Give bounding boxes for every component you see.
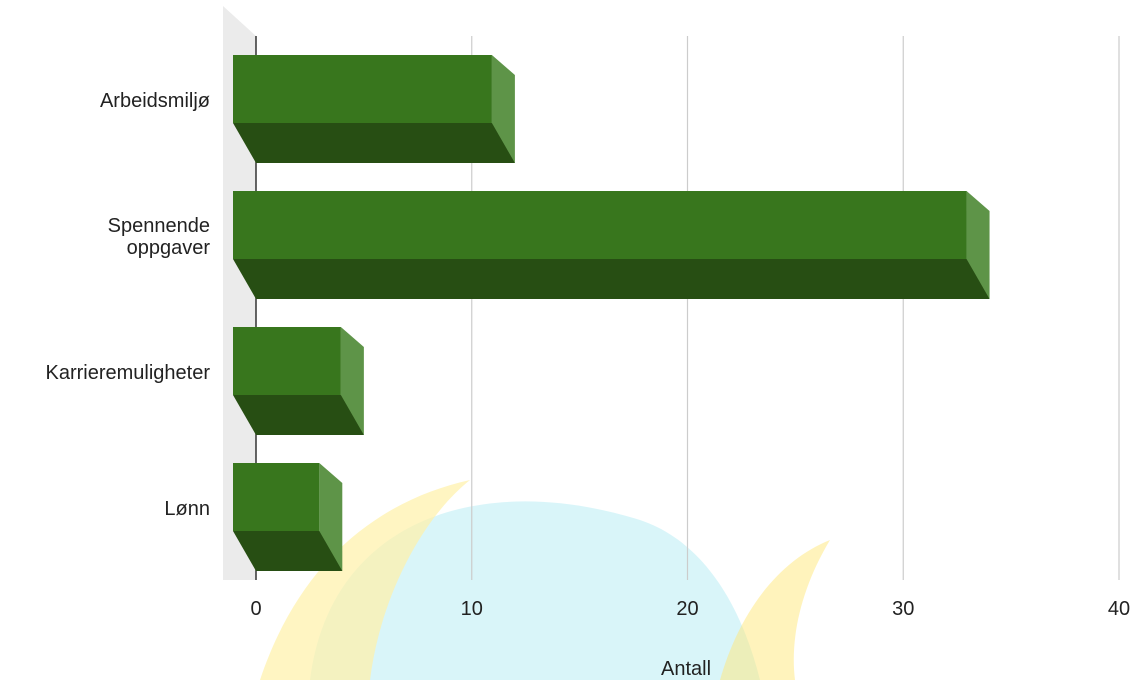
bars	[233, 55, 990, 571]
bar-bottom-face	[233, 531, 343, 571]
category-label: Karrieremuligheter	[45, 362, 210, 384]
bar	[233, 55, 515, 163]
category-label: Lønn	[164, 498, 210, 520]
watermark-swoosh-blue	[310, 501, 760, 680]
x-tick-label: 40	[1108, 598, 1130, 620]
bar	[233, 191, 990, 299]
x-tick-label: 0	[250, 598, 261, 620]
watermark-logo	[260, 480, 830, 680]
bar	[233, 463, 343, 571]
bar-front-face	[233, 327, 341, 395]
bar	[233, 327, 364, 435]
category-labels: Arbeidsmiljø Spennende oppgaver Karrieremul…	[45, 90, 210, 520]
bar-bottom-face	[233, 123, 515, 163]
bar-bottom-face	[233, 259, 990, 299]
bar-front-face	[233, 55, 492, 123]
x-axis-title: Antall	[661, 658, 711, 680]
x-tick-label: 30	[892, 598, 914, 620]
category-label: Arbeidsmiljø	[100, 90, 210, 112]
chart-back-wall	[223, 6, 256, 580]
x-tick-labels: 0 10 20 30 40	[250, 598, 1130, 620]
bar-bottom-face	[233, 395, 364, 435]
watermark-swoosh-gold	[720, 540, 830, 680]
bar-front-face	[233, 191, 967, 259]
watermark-swoosh-yellow	[260, 480, 470, 680]
x-tick-label: 10	[461, 598, 483, 620]
side-wall	[223, 6, 256, 580]
x-tick-label: 20	[676, 598, 698, 620]
category-label: Spennende oppgaver	[108, 215, 211, 259]
bar-front-face	[233, 463, 320, 531]
